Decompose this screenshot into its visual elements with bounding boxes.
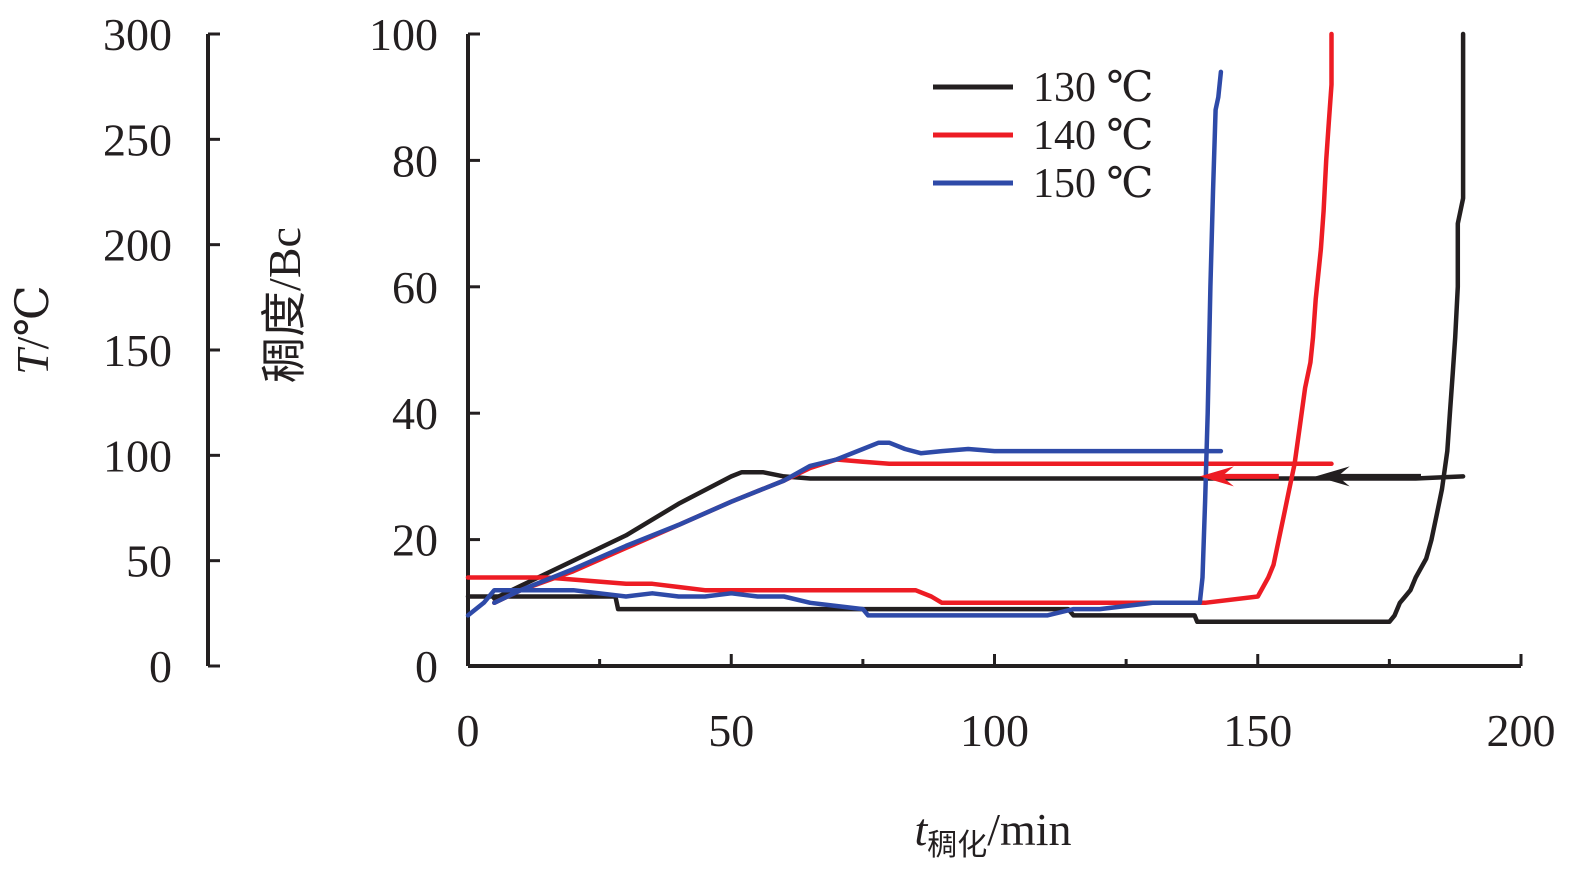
arrow-annotation-2 bbox=[1315, 466, 1421, 487]
legend-label: 140 ℃ bbox=[1033, 113, 1153, 159]
time-axis: 0 50 100 150 200 bbox=[457, 654, 1556, 756]
temperature-tick-label: 50 bbox=[126, 536, 172, 587]
annotation-group bbox=[1199, 466, 1421, 487]
legend-label: 130 ℃ bbox=[1033, 65, 1153, 111]
temperature-curve-series-3 bbox=[492, 440, 1224, 606]
time-tick-label: 200 bbox=[1487, 705, 1556, 756]
consistency-tick-label: 20 bbox=[392, 515, 438, 566]
time-tick-label: 150 bbox=[1223, 705, 1292, 756]
temperature-tick-label: 300 bbox=[103, 9, 172, 60]
temperature-axis: 0 50 100 150 200 250 300 bbox=[103, 9, 220, 692]
consistency-tick-label: 100 bbox=[369, 9, 438, 60]
temperature-tick-label: 200 bbox=[103, 220, 172, 271]
consistency-curve-series-1 bbox=[465, 31, 1466, 625]
consistency-tick-label: 0 bbox=[415, 641, 438, 692]
temperature-tick-label: 250 bbox=[103, 114, 172, 165]
temperature-tick-label: 0 bbox=[149, 641, 172, 692]
time-axis-title: t稠化/min bbox=[914, 804, 1071, 862]
time-tick-label: 50 bbox=[708, 705, 754, 756]
time-tick-label: 100 bbox=[960, 705, 1029, 756]
consistency-axis-title: 稠度/Bc bbox=[259, 227, 310, 383]
consistency-curve-series-2 bbox=[465, 31, 1334, 606]
temperature-axis-title: T/℃ bbox=[7, 285, 58, 375]
series-group bbox=[465, 31, 1466, 625]
legend-label: 150 ℃ bbox=[1033, 161, 1153, 207]
arrow-annotation-1 bbox=[1199, 466, 1279, 487]
consistency-tick-label: 60 bbox=[392, 262, 438, 313]
temperature-tick-label: 150 bbox=[103, 325, 172, 376]
consistency-curve-series-3 bbox=[465, 69, 1224, 618]
consistency-axis: 0 20 40 60 80 100 bbox=[369, 9, 480, 692]
temperature-curve-series-1 bbox=[492, 469, 1466, 601]
legend-item: 150 ℃ bbox=[933, 161, 1153, 207]
temperature-tick-label: 100 bbox=[103, 430, 172, 481]
time-tick-label: 0 bbox=[457, 705, 480, 756]
consistency-tick-label: 40 bbox=[392, 388, 438, 439]
consistency-tick-label: 80 bbox=[392, 135, 438, 186]
legend-item: 140 ℃ bbox=[933, 113, 1153, 159]
legend-item: 130 ℃ bbox=[933, 65, 1153, 111]
